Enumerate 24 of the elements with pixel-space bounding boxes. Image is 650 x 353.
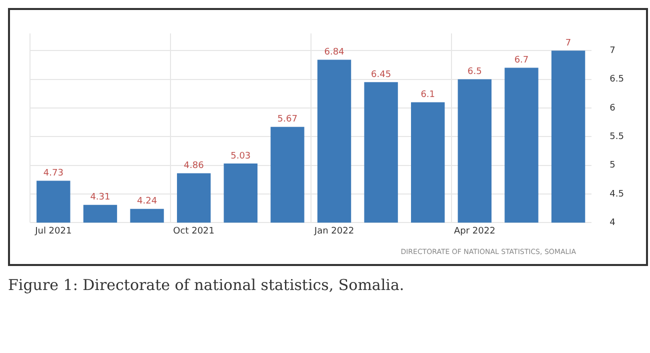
data-label: 6.7 [514, 56, 529, 66]
data-label: 6.5 [468, 67, 482, 78]
y-tick-label: 4.5 [610, 189, 624, 200]
data-label: 5.03 [230, 151, 251, 162]
y-tick-label: 5 [610, 160, 616, 171]
data-label: 4.73 [43, 168, 64, 179]
data-label: 6.84 [324, 48, 345, 58]
y-tick-label: 5.5 [610, 132, 624, 142]
caption: Figure 1: Directorate of national statistics, Somalia. [8, 276, 406, 294]
x-tick-label: Jan 2022 [313, 226, 354, 236]
x-tick-label: Oct 2021 [173, 226, 214, 236]
data-label: 6.1 [420, 90, 436, 100]
data-label: 7 [565, 38, 572, 48]
data-label: 4.24 [136, 196, 158, 207]
y-tick-label: 6.5 [610, 74, 624, 85]
y-tick-label: 6 [610, 103, 616, 114]
data-label: 4.31 [90, 192, 110, 203]
data-label: 6.45 [371, 70, 392, 80]
x-tick-label: Apr 2022 [454, 226, 496, 236]
y-tick-label: 7 [610, 46, 616, 56]
data-label: 4.86 [184, 161, 204, 172]
y-tick-label: 4 [610, 218, 616, 228]
data-label: 5.67 [277, 114, 298, 125]
x-tick-label: Jul 2021 [34, 226, 72, 236]
